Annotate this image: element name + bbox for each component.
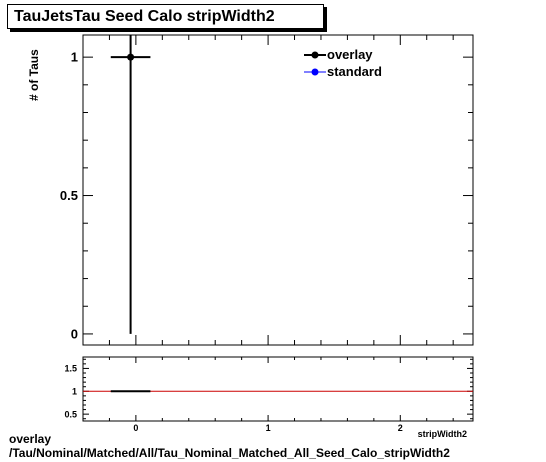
ratio-y-tick-label: 1 [72,386,77,396]
ratio-y-tick-label: 0.5 [64,409,77,419]
main-axes: 00.51 [60,35,473,345]
footer-path: /Tau/Nominal/Matched/All/Tau_Nominal_Mat… [9,446,450,460]
footer-line-1: overlay [9,432,52,446]
y-axis-label: # of Taus [27,49,41,101]
main-y-tick-label: 1 [71,50,78,65]
ratio-x-tick-label: 2 [398,423,403,433]
main-y-tick-label: 0 [71,326,78,341]
ratio-plot-frame [82,356,474,422]
main-y-tick-label: 0.5 [60,188,78,203]
main-plot-frame [82,34,474,346]
legend-standard-marker [311,68,319,76]
x-axis-label: stripWidth2 [418,429,467,439]
footer: overlay /Tau/Nominal/Matched/All/Tau_Nom… [9,432,450,460]
legend-overlay-label: overlay [327,47,373,62]
legend-standard-label: standard [327,64,382,79]
legend: overlay standard [304,47,382,79]
ratio-y-tick-label: 1.5 [64,364,77,374]
legend-overlay-marker [311,51,319,59]
chart-title-box: TauJetsTau Seed Calo stripWidth2 [7,4,324,29]
main-data-layer [110,35,151,334]
chart-title: TauJetsTau Seed Calo stripWidth2 [14,8,275,25]
main-overlay-data-point [127,53,135,61]
ratio-x-tick-label: 0 [133,423,138,433]
ratio-x-tick-label: 1 [266,423,271,433]
ratio-axes: 0 1 2 0.5 1 1.5 [64,357,473,433]
